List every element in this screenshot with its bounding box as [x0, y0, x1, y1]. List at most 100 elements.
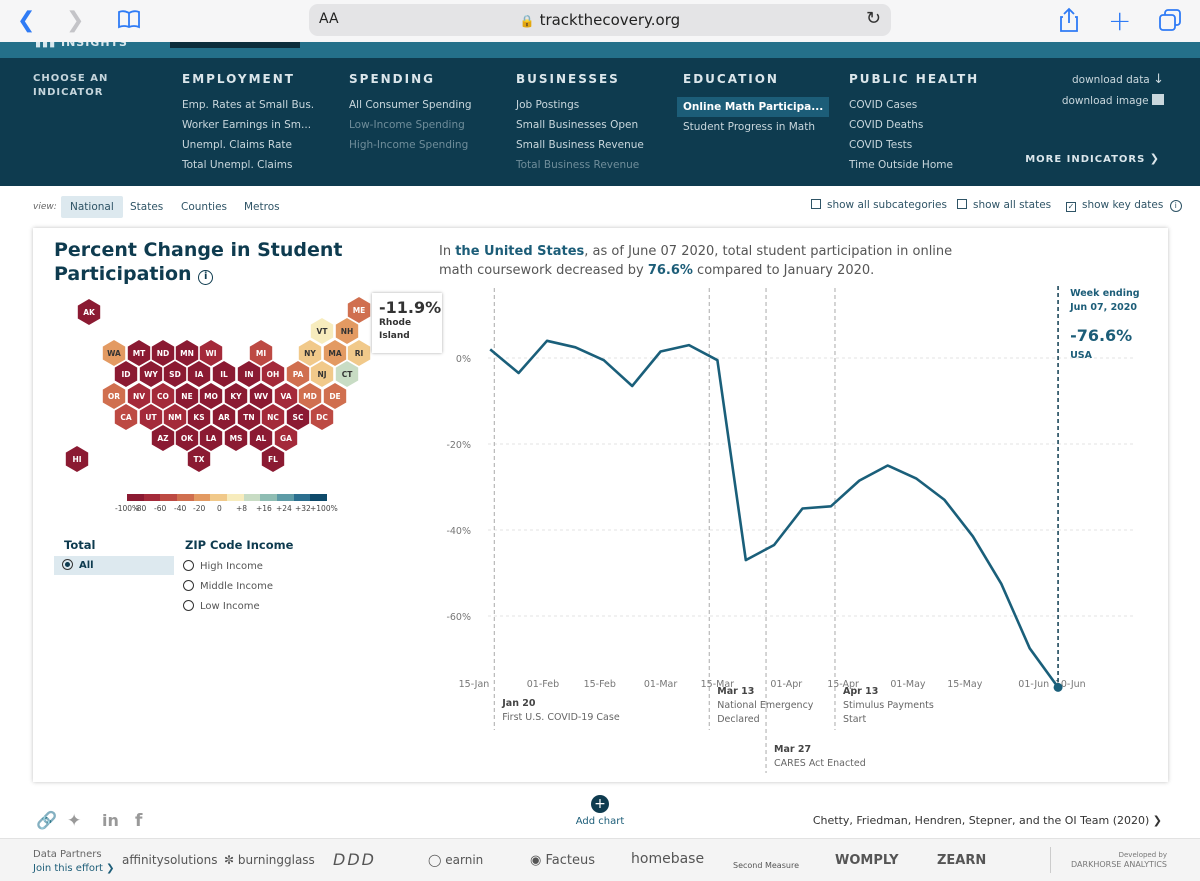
show-states-checkbox[interactable]: show all states: [957, 199, 1051, 211]
reader-aa-button[interactable]: AA: [319, 11, 339, 27]
state-hex-fl[interactable]: FL: [260, 444, 286, 474]
total-all-radio[interactable]: All: [54, 556, 174, 575]
nav-item[interactable]: Small Business Revenue: [516, 139, 644, 151]
partner-zearn[interactable]: ZEARN: [937, 853, 987, 868]
view-metros-button[interactable]: Metros: [244, 201, 280, 213]
hex-tile-map[interactable]: AK ME VT NH WA MT ND MN WI MI NY MA RI ID WY SD IA IL IN OH…: [33, 228, 393, 528]
partner-homebase[interactable]: homebase: [631, 851, 705, 867]
bookmarks-icon[interactable]: [117, 9, 141, 29]
nav-item[interactable]: Online Math Participa...: [677, 97, 830, 117]
show-key-dates-checkbox[interactable]: ✓ show key dates i: [1066, 199, 1182, 212]
state-hex-ne[interactable]: NE: [174, 381, 200, 411]
show-subcategories-checkbox[interactable]: show all subcategories: [811, 199, 947, 211]
partner-womply[interactable]: WOMPLY: [835, 853, 899, 868]
state-hex-id[interactable]: ID: [113, 359, 139, 389]
state-hex-vt[interactable]: VT: [309, 316, 335, 346]
share-icon[interactable]: [1058, 7, 1080, 33]
partner-ddd[interactable]: DDD: [333, 850, 376, 869]
state-hex-co[interactable]: CO: [150, 381, 176, 411]
state-hex-or[interactable]: OR: [101, 381, 127, 411]
partner-burningglass[interactable]: ✼ burningglass: [224, 853, 315, 867]
state-hex-nv[interactable]: NV: [126, 381, 152, 411]
state-hex-ky[interactable]: KY: [223, 381, 249, 411]
state-hex-oh[interactable]: OH: [260, 359, 286, 389]
state-hex-de[interactable]: DE: [322, 381, 348, 411]
view-states-button[interactable]: States: [130, 201, 164, 213]
download-data-link[interactable]: download data ↓: [1071, 72, 1164, 87]
nav-item[interactable]: Total Unempl. Claims: [182, 159, 293, 171]
more-indicators-link[interactable]: MORE INDICATORS ❯: [1025, 152, 1160, 165]
info-icon[interactable]: i: [1169, 200, 1182, 212]
state-hex-pa[interactable]: PA: [285, 359, 311, 389]
state-hex-ut[interactable]: UT: [138, 402, 164, 432]
nav-item[interactable]: Job Postings: [516, 99, 580, 111]
state-hex-sc[interactable]: SC: [285, 402, 311, 432]
link-icon[interactable]: 🔗: [36, 811, 58, 831]
state-hex-ca[interactable]: CA: [113, 402, 139, 432]
nav-item[interactable]: Worker Earnings in Sm...: [182, 119, 312, 131]
view-national-button[interactable]: National: [61, 196, 123, 218]
state-hex-hi[interactable]: HI: [64, 444, 90, 474]
developer-credit[interactable]: Developed by DARKHORSE ANALYTICS: [1071, 851, 1167, 869]
state-hex-az[interactable]: AZ: [150, 423, 176, 453]
reload-icon[interactable]: ↻: [865, 8, 881, 29]
state-hex-wy[interactable]: WY: [138, 359, 164, 389]
state-hex-mn[interactable]: MN: [174, 338, 200, 368]
state-hex-nj[interactable]: NJ: [309, 359, 335, 389]
back-arrow-icon[interactable]: ❮: [17, 8, 36, 33]
state-hex-sd[interactable]: SD: [162, 359, 188, 389]
nav-item[interactable]: COVID Deaths: [849, 119, 924, 131]
state-hex-nh[interactable]: NH: [334, 316, 360, 346]
state-hex-ia[interactable]: IA: [186, 359, 212, 389]
state-hex-in[interactable]: IN: [236, 359, 262, 389]
download-image-link[interactable]: download image: [1062, 94, 1164, 107]
state-hex-wi[interactable]: WI: [198, 338, 224, 368]
facebook-icon[interactable]: f: [135, 811, 143, 831]
state-hex-wv[interactable]: WV: [248, 381, 274, 411]
state-hex-ks[interactable]: KS: [186, 402, 212, 432]
nav-item[interactable]: Small Businesses Open: [516, 119, 639, 131]
join-effort-link[interactable]: Join this effort ❯: [33, 863, 115, 874]
state-hex-tx[interactable]: TX: [186, 444, 212, 474]
tracker-logo[interactable]: [170, 42, 300, 48]
state-hex-tn[interactable]: TN: [236, 402, 262, 432]
nav-item[interactable]: Unempl. Claims Rate: [182, 139, 292, 151]
linkedin-icon[interactable]: in: [102, 811, 119, 830]
partner-earnin[interactable]: ◯ earnin: [428, 853, 484, 867]
low-income-radio[interactable]: Low Income: [183, 600, 260, 612]
citation-link[interactable]: Chetty, Friedman, Hendren, Stepner, and …: [812, 814, 1162, 827]
state-hex-ms[interactable]: MS: [223, 423, 249, 453]
state-hex-ar[interactable]: AR: [211, 402, 237, 432]
state-hex-ak[interactable]: AK: [76, 297, 102, 327]
state-hex-mi[interactable]: MI: [248, 338, 274, 368]
forward-arrow-icon[interactable]: ❯: [66, 8, 85, 33]
nav-item[interactable]: Time Outside Home: [849, 159, 953, 171]
url-bar[interactable]: AA 🔒 trackthecovery.org ↻: [309, 4, 891, 36]
view-counties-button[interactable]: Counties: [181, 201, 228, 213]
state-hex-il[interactable]: IL: [211, 359, 237, 389]
line-chart[interactable]: 0% -20% -40% -60% 15-Jan 01-Feb 15-Feb 01-Mar 15…: [433, 278, 1153, 778]
add-chart-button[interactable]: + Add chart: [575, 795, 625, 827]
nav-item[interactable]: Low-Income Spending: [349, 119, 465, 131]
partner-affinitysolutions[interactable]: affinitysolutions: [122, 853, 218, 867]
state-hex-ct[interactable]: CT: [334, 359, 360, 389]
state-hex-ny[interactable]: NY: [297, 338, 323, 368]
series-line-usa[interactable]: [489, 339, 1060, 689]
state-hex-mt[interactable]: MT: [126, 338, 152, 368]
partner-second-measure[interactable]: Second Measure: [733, 861, 799, 870]
nav-item[interactable]: COVID Tests: [849, 139, 913, 151]
middle-income-radio[interactable]: Middle Income: [183, 580, 273, 592]
state-hex-md[interactable]: MD: [297, 381, 323, 411]
state-hex-ok[interactable]: OK: [174, 423, 200, 453]
state-hex-mo[interactable]: MO: [198, 381, 224, 411]
info-icon[interactable]: i: [198, 270, 214, 285]
nav-item[interactable]: COVID Cases: [849, 99, 918, 111]
state-hex-nd[interactable]: ND: [150, 338, 176, 368]
partner-facteus[interactable]: ◉ Facteus: [530, 853, 595, 868]
nav-item[interactable]: Emp. Rates at Small Bus.: [182, 99, 315, 111]
state-hex-la[interactable]: LA: [198, 423, 224, 453]
state-hex-wa[interactable]: WA: [101, 338, 127, 368]
new-tab-icon[interactable]: +: [1108, 4, 1132, 37]
site-logo[interactable]: ▮▮▮ INSIGHTS: [35, 42, 128, 49]
nav-item[interactable]: High-Income Spending: [349, 139, 469, 151]
